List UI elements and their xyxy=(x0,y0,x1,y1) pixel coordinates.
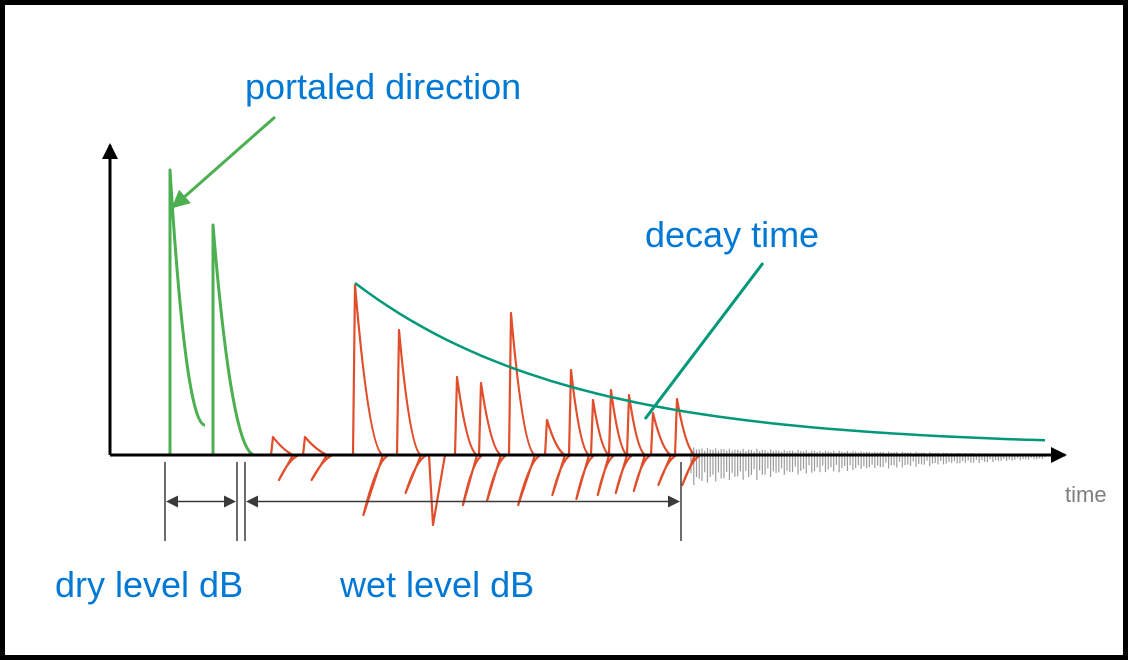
diagram-svg xyxy=(5,5,1123,655)
label-portaled-direction: portaled direction xyxy=(245,67,521,107)
label-decay-time: decay time xyxy=(645,215,819,255)
diagram-frame: portaled direction decay time dry level … xyxy=(0,0,1128,660)
decay-curve xyxy=(355,283,1045,440)
dry-spikes xyxy=(170,170,255,455)
axis-x-label: time xyxy=(1065,483,1107,507)
decay-leader xyxy=(645,263,763,419)
wet-spikes xyxy=(271,285,701,525)
label-wet-level: wet level dB xyxy=(340,565,534,605)
portaled-arrow xyxy=(173,117,275,207)
label-dry-level: dry level dB xyxy=(55,565,243,605)
